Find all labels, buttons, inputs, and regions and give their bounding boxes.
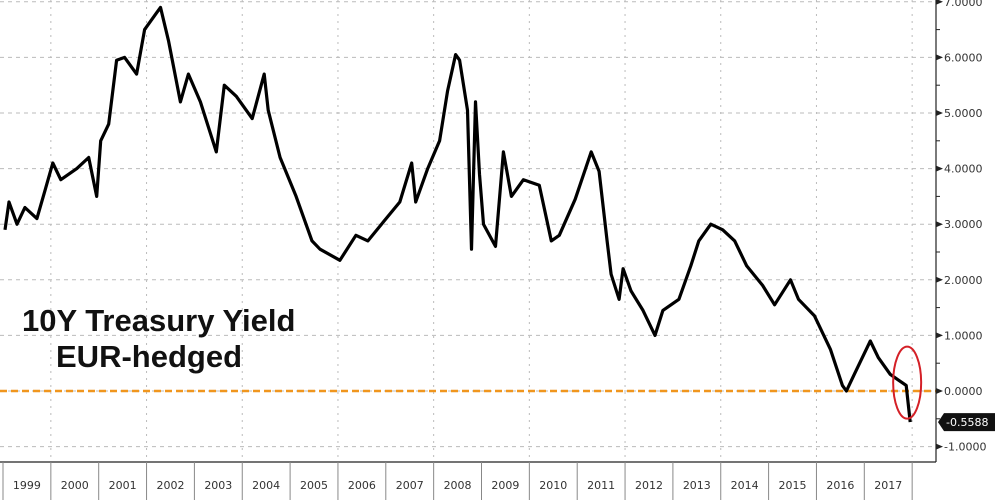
grid (0, 0, 936, 462)
chart-subtitle: EUR-hedged (56, 339, 242, 374)
x-tick-label: 2011 (587, 479, 615, 492)
x-tick-label: 2001 (109, 479, 137, 492)
y-tick-label: 7.0000 (944, 0, 983, 9)
x-tick-label: 2007 (396, 479, 424, 492)
x-tick-label: 1999 (13, 479, 41, 492)
x-tick-label: 2000 (61, 479, 89, 492)
y-tick-label: 0.0000 (944, 385, 983, 398)
y-major-tick (936, 332, 943, 339)
chart-title: 10Y Treasury Yield (22, 303, 295, 338)
last-value-label: -0.5588 (946, 416, 988, 429)
axes (0, 0, 937, 463)
x-tick-label: 2017 (874, 479, 902, 492)
y-tick-label: 4.0000 (944, 163, 983, 176)
x-tick-label: 2010 (539, 479, 567, 492)
y-major-tick (936, 165, 943, 172)
x-tick-label: 2008 (444, 479, 472, 492)
x-tick-label: 2016 (826, 479, 854, 492)
x-tick-label: 2009 (491, 479, 519, 492)
y-tick-label: 3.0000 (944, 218, 983, 231)
x-tick-label: 2004 (252, 479, 280, 492)
y-tick-label: 6.0000 (944, 51, 983, 64)
y-major-tick (936, 0, 943, 5)
x-axis-ticks: 1999 2000 2001 2002 2003 2004 2005 2006 2007 2008… (2, 462, 913, 500)
last-value-badge: -0.5588 (938, 413, 995, 432)
y-tick-label: 2.0000 (944, 274, 983, 287)
x-tick-label: 2015 (779, 479, 807, 492)
y-major-tick (936, 221, 943, 228)
x-tick-label: 2013 (683, 479, 711, 492)
y-axis-ticks: 7.0000 6.0000 5.0000 4.0000 3.0000 2.0000 1.00… (936, 0, 986, 454)
x-tick-label: 2003 (204, 479, 232, 492)
y-major-tick (936, 443, 943, 450)
x-tick-label: 2005 (300, 479, 328, 492)
last-value-box (938, 413, 995, 432)
x-tick-label: 2006 (348, 479, 376, 492)
highlight-ellipse (892, 345, 923, 420)
y-tick-label: 5.0000 (944, 107, 983, 120)
series-line (3, 5, 912, 423)
y-major-tick (936, 388, 943, 394)
x-tick-label: 2012 (635, 479, 663, 492)
y-major-tick (936, 276, 943, 283)
y-tick-label: 1.0000 (944, 329, 983, 342)
y-major-tick (936, 110, 943, 116)
x-tick-label: 2002 (156, 479, 184, 492)
x-tick-label: 2014 (731, 479, 759, 492)
y-tick-label: -1.0000 (944, 441, 986, 454)
y-major-tick (936, 54, 943, 61)
